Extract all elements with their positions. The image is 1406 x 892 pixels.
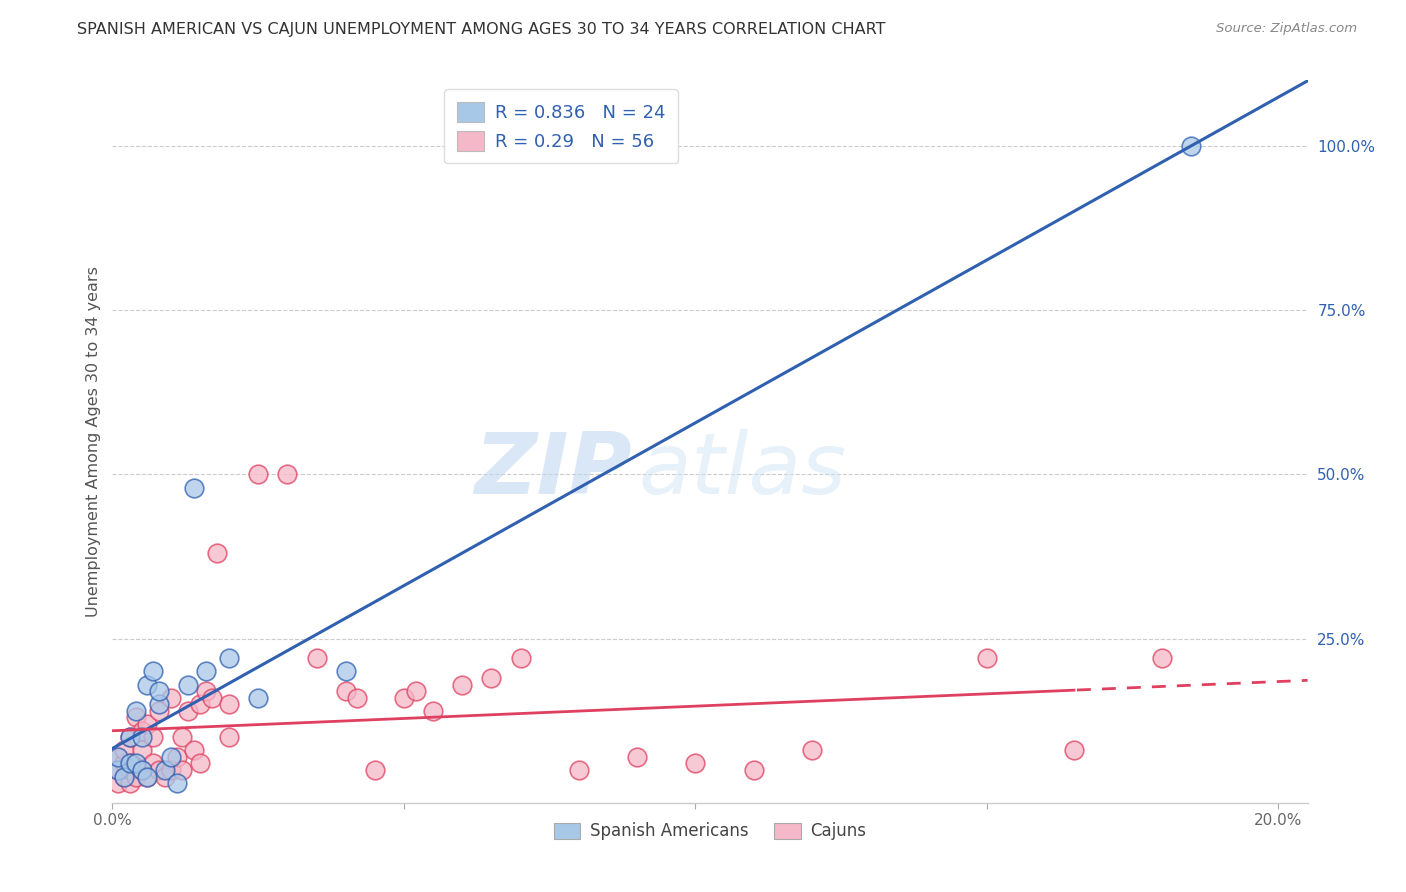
Text: Source: ZipAtlas.com: Source: ZipAtlas.com — [1216, 22, 1357, 36]
Point — [422, 704, 444, 718]
Point — [194, 684, 217, 698]
Point — [136, 717, 159, 731]
Point — [136, 770, 159, 784]
Point — [481, 671, 503, 685]
Point — [177, 677, 200, 691]
Point — [1150, 651, 1173, 665]
Point — [276, 467, 298, 482]
Point — [131, 723, 153, 738]
Point — [107, 763, 129, 777]
Point — [118, 730, 141, 744]
Point — [148, 684, 170, 698]
Point — [188, 756, 211, 771]
Text: SPANISH AMERICAN VS CAJUN UNEMPLOYMENT AMONG AGES 30 TO 34 YEARS CORRELATION CHA: SPANISH AMERICAN VS CAJUN UNEMPLOYMENT A… — [77, 22, 886, 37]
Point — [107, 749, 129, 764]
Text: atlas: atlas — [638, 429, 846, 512]
Point — [148, 704, 170, 718]
Point — [107, 749, 129, 764]
Point — [183, 481, 205, 495]
Point — [118, 730, 141, 744]
Point — [166, 776, 188, 790]
Legend: Spanish Americans, Cajuns: Spanish Americans, Cajuns — [546, 814, 875, 848]
Point — [131, 763, 153, 777]
Point — [335, 665, 357, 679]
Point — [148, 698, 170, 712]
Point — [183, 743, 205, 757]
Point — [118, 763, 141, 777]
Point — [107, 763, 129, 777]
Point — [136, 770, 159, 784]
Point — [976, 651, 998, 665]
Point — [131, 763, 153, 777]
Point — [305, 651, 328, 665]
Point — [159, 690, 181, 705]
Point — [1180, 139, 1202, 153]
Point — [107, 776, 129, 790]
Point — [125, 756, 148, 771]
Point — [118, 756, 141, 771]
Y-axis label: Unemployment Among Ages 30 to 34 years: Unemployment Among Ages 30 to 34 years — [86, 266, 101, 617]
Point — [742, 763, 765, 777]
Point — [405, 684, 427, 698]
Point — [112, 756, 135, 771]
Point — [685, 756, 707, 771]
Point — [335, 684, 357, 698]
Point — [131, 743, 153, 757]
Point — [200, 690, 222, 705]
Point — [172, 763, 194, 777]
Point — [112, 770, 135, 784]
Point — [509, 651, 531, 665]
Point — [153, 770, 176, 784]
Point — [392, 690, 415, 705]
Point — [125, 770, 148, 784]
Point — [142, 665, 165, 679]
Point — [112, 743, 135, 757]
Point — [136, 677, 159, 691]
Point — [166, 749, 188, 764]
Point — [626, 749, 648, 764]
Point — [131, 730, 153, 744]
Point — [194, 665, 217, 679]
Point — [172, 730, 194, 744]
Point — [218, 698, 240, 712]
Point — [177, 704, 200, 718]
Point — [801, 743, 824, 757]
Point — [364, 763, 387, 777]
Point — [125, 710, 148, 724]
Text: ZIP: ZIP — [475, 429, 633, 512]
Point — [148, 763, 170, 777]
Point — [159, 749, 181, 764]
Point — [346, 690, 368, 705]
Point — [207, 546, 229, 560]
Point — [118, 756, 141, 771]
Point — [247, 690, 270, 705]
Point — [568, 763, 591, 777]
Point — [188, 698, 211, 712]
Point — [118, 776, 141, 790]
Point — [125, 704, 148, 718]
Point — [142, 756, 165, 771]
Point — [247, 467, 270, 482]
Point — [153, 763, 176, 777]
Point — [142, 730, 165, 744]
Point — [218, 651, 240, 665]
Point — [159, 763, 181, 777]
Point — [451, 677, 474, 691]
Point — [112, 770, 135, 784]
Point — [218, 730, 240, 744]
Point — [1063, 743, 1085, 757]
